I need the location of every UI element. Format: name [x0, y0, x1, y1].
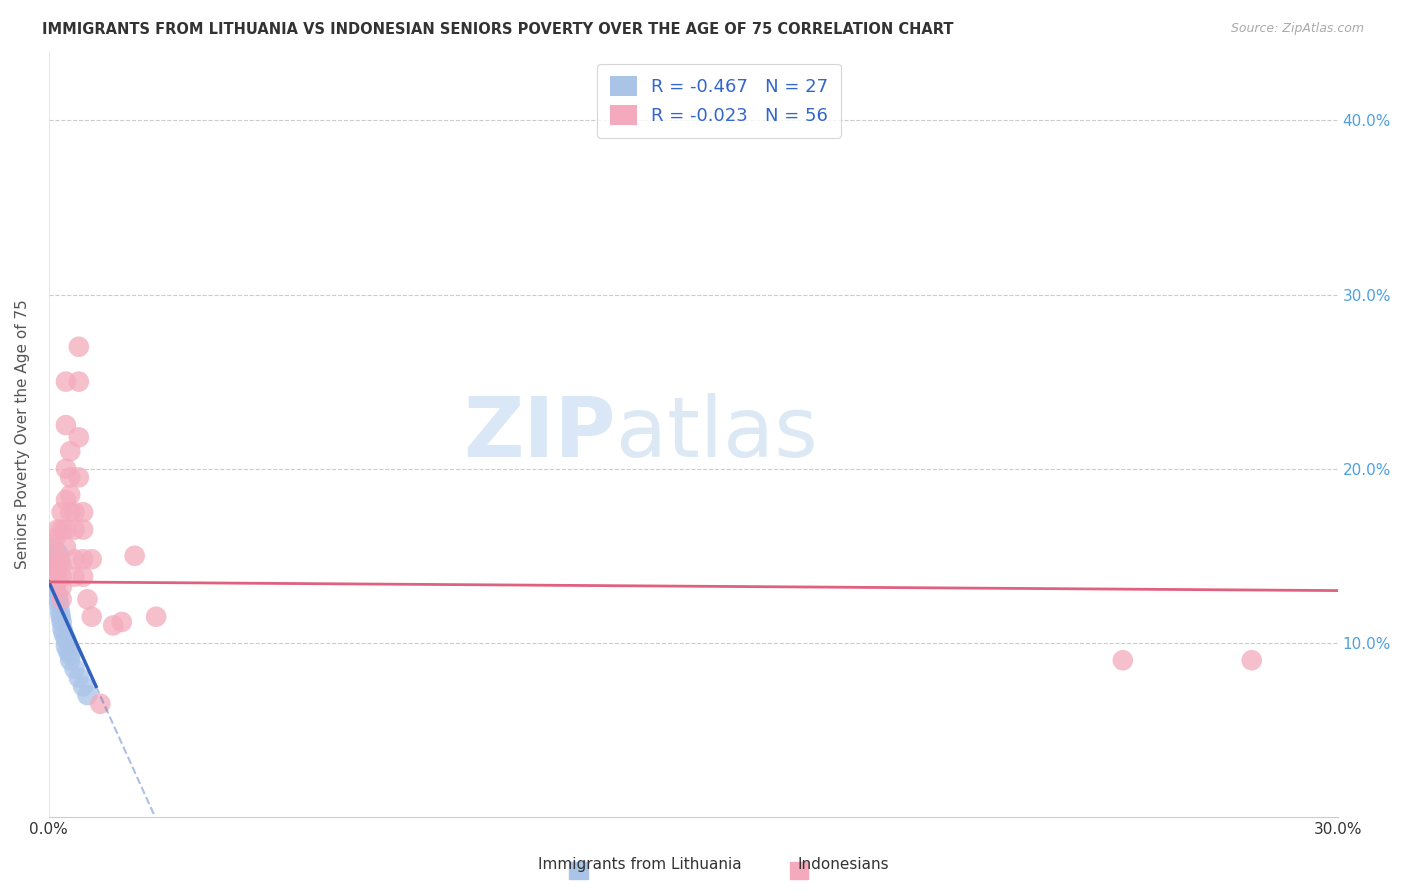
- Point: [44, 569, 66, 583]
- Point: [51, 523, 73, 537]
- Point: [44, 578, 66, 592]
- Point: [67, 470, 90, 484]
- Point: [63, 662, 86, 676]
- Point: [124, 549, 146, 563]
- Point: [45, 583, 67, 598]
- Point: [46, 523, 69, 537]
- Point: [76, 592, 98, 607]
- Point: [63, 505, 86, 519]
- Point: [55, 418, 77, 433]
- Point: [42, 540, 65, 554]
- Point: [42, 558, 65, 572]
- Text: Indonesians: Indonesians: [797, 857, 890, 872]
- Point: [39, 563, 62, 577]
- Point: [1240, 653, 1263, 667]
- Point: [72, 523, 94, 537]
- Point: [59, 648, 82, 662]
- Point: [52, 627, 75, 641]
- Point: [42, 566, 65, 581]
- Point: [46, 574, 69, 589]
- Point: [39, 549, 62, 563]
- Point: [67, 375, 90, 389]
- Point: [45, 574, 67, 589]
- Point: [63, 569, 86, 583]
- Point: [51, 615, 73, 629]
- Text: IMMIGRANTS FROM LITHUANIA VS INDONESIAN SENIORS POVERTY OVER THE AGE OF 75 CORRE: IMMIGRANTS FROM LITHUANIA VS INDONESIAN …: [42, 22, 953, 37]
- Point: [55, 632, 77, 647]
- Text: Immigrants from Lithuania: Immigrants from Lithuania: [538, 857, 741, 872]
- Point: [59, 505, 82, 519]
- Point: [72, 552, 94, 566]
- Point: [55, 493, 77, 508]
- Point: [46, 558, 69, 572]
- Point: [55, 523, 77, 537]
- Point: [46, 587, 69, 601]
- Point: [59, 470, 82, 484]
- Point: [72, 679, 94, 693]
- Point: [103, 618, 125, 632]
- Point: [67, 671, 90, 685]
- Point: [59, 444, 82, 458]
- Point: [46, 552, 69, 566]
- Point: [59, 488, 82, 502]
- Point: [67, 340, 90, 354]
- Point: [51, 622, 73, 636]
- Point: [55, 461, 77, 475]
- Point: [63, 552, 86, 566]
- Text: atlas: atlas: [616, 393, 818, 475]
- Text: ZIP: ZIP: [464, 393, 616, 475]
- Legend: R = -0.467   N = 27, R = -0.023   N = 56: R = -0.467 N = 27, R = -0.023 N = 56: [598, 63, 841, 137]
- Point: [63, 523, 86, 537]
- Point: [72, 569, 94, 583]
- Point: [51, 592, 73, 607]
- Point: [72, 505, 94, 519]
- Point: [42, 566, 65, 581]
- Point: [51, 505, 73, 519]
- Point: [55, 375, 77, 389]
- Text: Source: ZipAtlas.com: Source: ZipAtlas.com: [1230, 22, 1364, 36]
- Point: [41, 566, 63, 581]
- Point: [145, 609, 167, 624]
- Point: [67, 430, 90, 444]
- Point: [51, 569, 73, 583]
- Point: [56, 644, 79, 658]
- Point: [1112, 653, 1135, 667]
- Point: [80, 552, 103, 566]
- Point: [55, 640, 77, 654]
- Point: [51, 558, 73, 572]
- Point: [49, 609, 72, 624]
- Point: [55, 540, 77, 554]
- Point: [46, 566, 69, 581]
- Point: [51, 580, 73, 594]
- Point: [48, 598, 70, 612]
- Y-axis label: Seniors Poverty Over the Age of 75: Seniors Poverty Over the Age of 75: [15, 299, 30, 569]
- Point: [38, 552, 60, 566]
- Point: [46, 592, 69, 607]
- Point: [76, 688, 98, 702]
- Point: [89, 697, 111, 711]
- Point: [44, 532, 66, 546]
- Point: [111, 615, 134, 629]
- Point: [49, 605, 72, 619]
- Point: [38, 552, 60, 566]
- Point: [59, 653, 82, 667]
- Point: [80, 609, 103, 624]
